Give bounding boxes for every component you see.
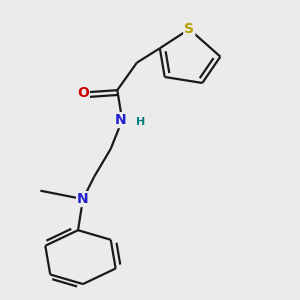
- Text: H: H: [136, 118, 145, 128]
- Text: N: N: [77, 192, 89, 206]
- Text: N: N: [115, 113, 126, 127]
- Text: S: S: [184, 22, 194, 36]
- Text: O: O: [77, 85, 89, 100]
